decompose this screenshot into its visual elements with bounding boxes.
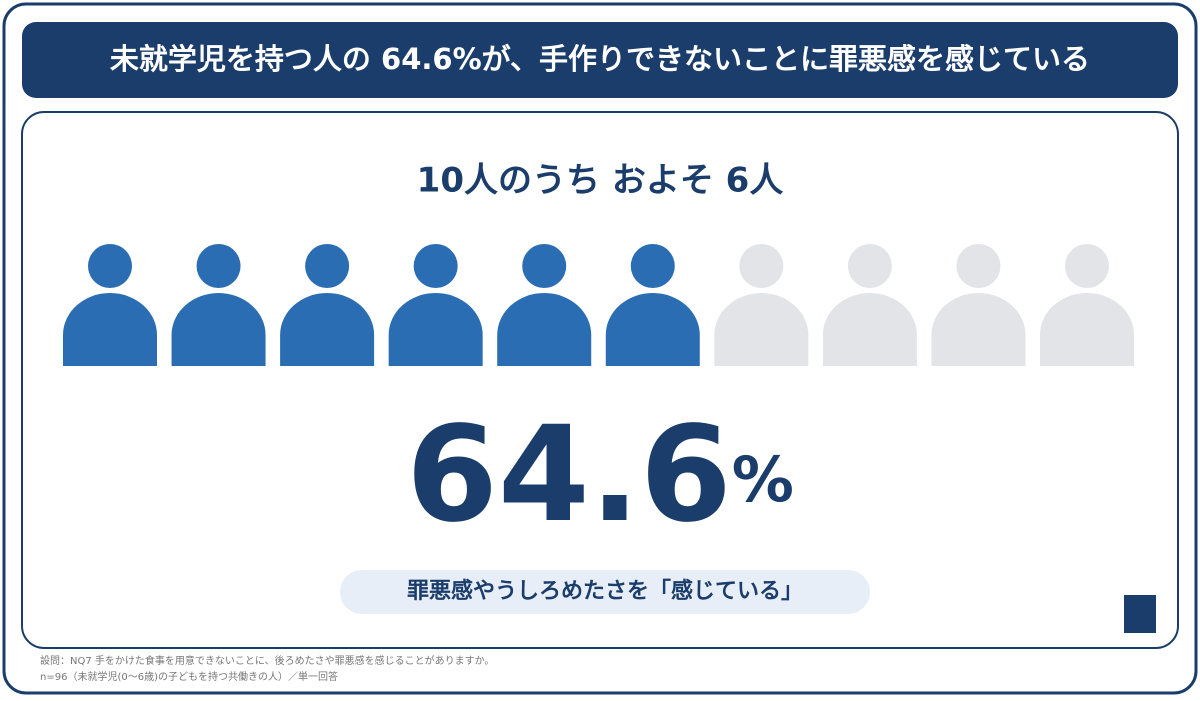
person-icon	[822, 244, 917, 366]
title: 未就学児を持つ人の 64.6%が、手作りできないことに罪悪感を感じている	[110, 42, 1090, 76]
person-icon	[171, 244, 266, 366]
icon-head	[739, 244, 784, 288]
icon-body	[1040, 293, 1134, 366]
icon-body	[822, 293, 917, 366]
icon-head	[88, 244, 132, 288]
icon-head	[413, 244, 458, 288]
pictogram	[63, 244, 1134, 366]
headline-unit: %	[732, 443, 794, 516]
title-bar	[22, 22, 1178, 98]
person-icon	[388, 244, 483, 366]
icon-body	[63, 293, 157, 366]
person-icon	[63, 244, 157, 366]
caption-pill	[340, 570, 870, 614]
icon-head	[847, 244, 892, 288]
person-icon	[931, 244, 1026, 366]
caption: 罪悪感やうしろめたさを「感じている」	[407, 578, 803, 604]
footnote: n=96（未就学児(0〜6歳)の子どもを持つ共働きの人）／単一回答	[40, 670, 338, 683]
icon-head	[1065, 244, 1109, 288]
headline-value: 64.6	[406, 398, 732, 552]
person-icon	[714, 244, 809, 366]
icon-head	[522, 244, 567, 288]
headline: 64.6%	[406, 398, 794, 552]
icon-body	[280, 293, 375, 366]
person-icon	[280, 244, 375, 366]
icon-head	[630, 244, 675, 288]
icon-body	[714, 293, 809, 366]
icon-body	[388, 293, 483, 366]
logo	[1124, 595, 1156, 633]
icon-body	[497, 293, 592, 366]
footnote: 設問：NQ7 手をかけた食事を用意できないことに、後ろめたさや罪悪感を感じること…	[40, 654, 494, 667]
icon-body	[605, 293, 700, 366]
person-icon	[1040, 244, 1134, 366]
person-icon	[497, 244, 592, 366]
icon-body	[931, 293, 1026, 366]
person-icon	[605, 244, 700, 366]
icon-head	[956, 244, 1001, 288]
content-panel	[21, 111, 1179, 649]
icon-head	[305, 244, 350, 288]
subtitle: 10人のうち およそ 6人	[417, 161, 784, 201]
icon-body	[171, 293, 266, 366]
icon-head	[196, 244, 241, 288]
